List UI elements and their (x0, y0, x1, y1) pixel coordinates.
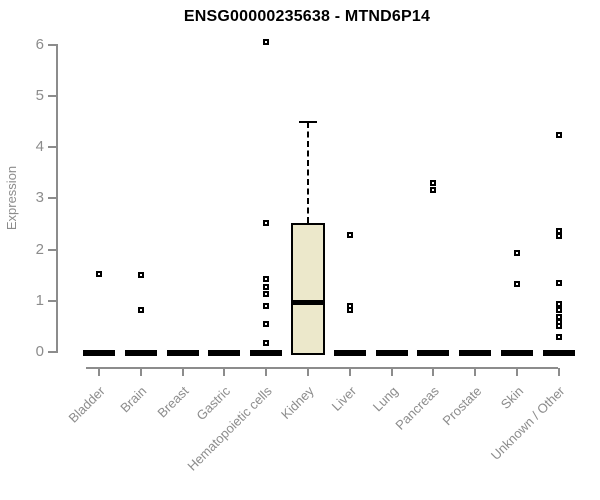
x-tick-label: Kidney (278, 383, 317, 423)
zero-box-bar (124, 350, 157, 356)
zero-box-bar (333, 350, 366, 356)
outlier-point (555, 228, 562, 235)
x-tick (307, 368, 309, 376)
x-tick-label: Bladder (65, 383, 108, 426)
x-tick-label: Skin (497, 383, 526, 412)
y-tick (48, 248, 56, 251)
zero-box-bar (375, 350, 408, 356)
outlier-point (137, 272, 144, 279)
outlier-point (514, 250, 520, 257)
y-tick-label: 1 (35, 291, 44, 309)
x-tick (432, 368, 435, 376)
x-tick-label: Brain (117, 383, 150, 416)
x-tick (348, 368, 351, 376)
x-axis-line (86, 367, 558, 369)
outlier-point (555, 322, 562, 329)
box (291, 223, 325, 355)
outlier-point (263, 275, 270, 282)
zero-box-bar (542, 350, 575, 356)
outlier-point (263, 303, 270, 310)
x-tick-label: Lung (369, 383, 401, 415)
zero-box-bar (501, 350, 533, 356)
chart-title: ENSG00000235638 - MTND6P14 (183, 8, 431, 25)
x-tick (223, 368, 226, 376)
x-tick-label: Prostate (439, 383, 485, 429)
x-tick (98, 368, 100, 376)
x-tick (474, 368, 477, 376)
y-tick-label: 4 (35, 138, 44, 156)
x-tick (390, 368, 393, 376)
x-tick (557, 368, 560, 376)
outlier-point (514, 280, 520, 287)
outlier-point (346, 307, 353, 314)
zero-box-bar (208, 350, 241, 356)
zero-box-bar (459, 350, 492, 356)
outlier-point (430, 187, 437, 194)
y-tick (48, 197, 56, 200)
y-tick-label: 0 (35, 343, 44, 360)
upper-whisker (307, 121, 309, 224)
y-tick-label: 5 (35, 87, 44, 105)
y-tick-label: 6 (35, 35, 44, 53)
median-line (291, 300, 325, 306)
y-tick (48, 95, 56, 98)
x-tick (139, 368, 142, 376)
x-tick-label: Unknown / Other (488, 383, 568, 463)
y-tick-label: 3 (35, 189, 44, 207)
x-tick (265, 368, 268, 376)
outlier-point (263, 283, 270, 290)
y-tick (48, 299, 56, 302)
x-tick-label: Pancreas (392, 383, 443, 433)
x-tick-label: Liver (328, 383, 359, 414)
outlier-point (555, 306, 562, 313)
outlier-point (96, 271, 102, 278)
y-tick (48, 43, 56, 46)
zero-box-bar (250, 350, 283, 356)
y-tick-label: 2 (35, 240, 44, 258)
outlier-point (555, 132, 562, 139)
outlier-point (263, 219, 270, 226)
upper-whisker-cap (299, 120, 317, 123)
x-tick (516, 368, 518, 376)
outlier-point (263, 321, 270, 328)
zero-box-bar (166, 350, 199, 356)
outlier-point (555, 301, 562, 308)
x-tick-label: Breast (154, 383, 192, 421)
outlier-point (555, 333, 562, 340)
zero-box-bar (83, 350, 115, 356)
outlier-point (263, 340, 270, 347)
y-tick (48, 351, 56, 353)
outlier-point (555, 233, 562, 240)
outlier-point (263, 290, 270, 297)
outlier-point (555, 280, 562, 287)
outlier-point (137, 306, 144, 313)
zero-box-bar (417, 350, 450, 356)
outlier-point (263, 39, 270, 46)
x-tick (181, 368, 184, 376)
outlier-point (346, 231, 353, 238)
y-tick (48, 146, 56, 149)
y-axis-line (56, 43, 58, 353)
outlier-point (430, 179, 437, 186)
